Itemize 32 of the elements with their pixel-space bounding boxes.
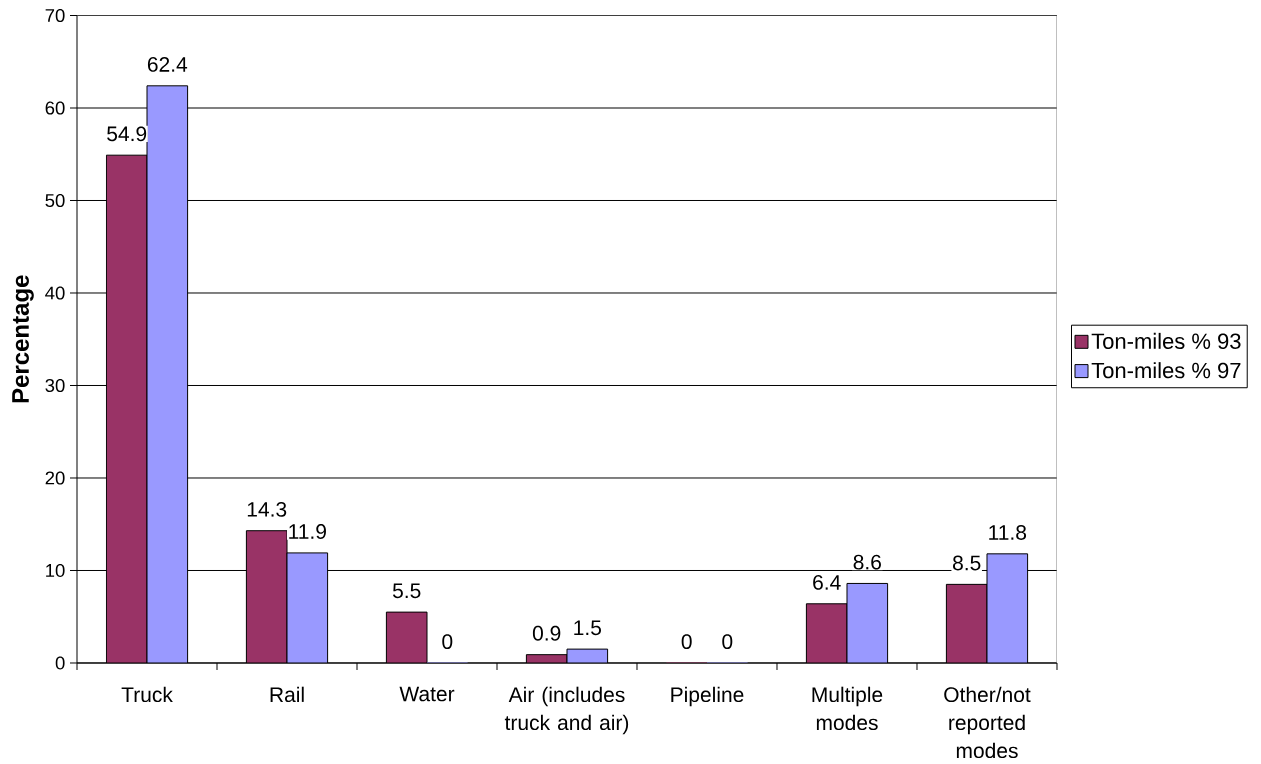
data-label: 8.5 xyxy=(953,555,981,571)
x-tick-label: Truck xyxy=(121,686,173,703)
y-tick-label: 60 xyxy=(45,101,65,115)
y-tick-label: 40 xyxy=(45,286,65,300)
x-tick-label: Air (includes truck and air) xyxy=(504,686,629,735)
data-label: 0.9 xyxy=(532,625,561,641)
legend-label: Ton-miles % 93 xyxy=(1091,332,1241,350)
data-label: 6.4 xyxy=(813,574,841,590)
x-tick-label: Water xyxy=(399,686,455,702)
data-label: 62.4 xyxy=(147,57,188,72)
data-label: 11.9 xyxy=(289,524,326,539)
y-axis-title: Percentage xyxy=(12,275,34,403)
data-label: 11.8 xyxy=(989,525,1027,540)
data-label: 0 xyxy=(442,634,453,650)
y-tick-label: 20 xyxy=(45,471,65,485)
y-tick-label: 70 xyxy=(45,8,65,23)
x-tick-label: Pipeline xyxy=(671,686,744,707)
x-tick-label: Rail xyxy=(270,686,304,703)
y-tick-label: 0 xyxy=(55,656,65,670)
y-tick-label: 30 xyxy=(45,378,65,393)
x-tick-label: Multiple modes xyxy=(812,686,883,731)
legend-label: Ton-miles % 97 xyxy=(1091,362,1241,379)
data-label: 0 xyxy=(722,634,733,650)
data-label: 1.5 xyxy=(574,620,602,636)
data-label: 5.5 xyxy=(392,583,421,599)
y-tick-label: 10 xyxy=(46,563,65,578)
data-label: 0 xyxy=(681,634,692,650)
x-tick-label: Other/not reported modes xyxy=(944,686,1031,759)
data-label: 54.9 xyxy=(107,126,147,142)
data-label: 14.3 xyxy=(247,501,287,517)
y-tick-label: 50 xyxy=(45,193,65,208)
data-label: 8.6 xyxy=(853,554,881,570)
